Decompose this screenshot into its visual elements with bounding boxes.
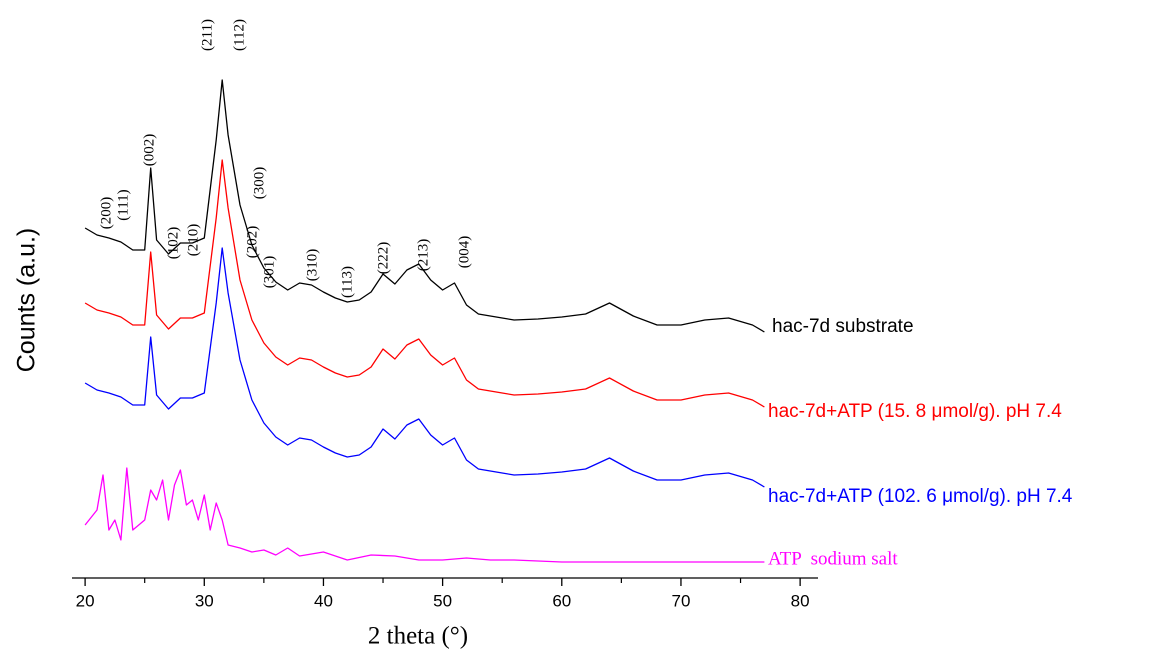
peak-annotation: (200) [98, 197, 114, 230]
y-axis-label: Counts (a.u.) [13, 228, 41, 373]
series-line [84, 159, 765, 408]
peak-annotation: (004) [456, 236, 472, 269]
peak-annotation: (102) [165, 227, 181, 260]
peak-annotation: (211) [199, 19, 215, 51]
x-tick-label: 20 [76, 591, 95, 610]
peak-annotation: (002) [141, 134, 157, 167]
x-tick-label: 80 [791, 591, 810, 610]
series-label: ATP sodium salt [768, 548, 898, 569]
series-line [84, 467, 765, 563]
peak-annotation: (213) [415, 239, 431, 272]
x-tick-label: 30 [195, 591, 214, 610]
peak-annotation: (111) [115, 189, 131, 220]
peak-annotation: (222) [375, 242, 391, 275]
series-label: hac-7d+ATP (102. 6 μmol/g). pH 7.4 [768, 486, 1073, 507]
peak-annotation: (202) [244, 226, 260, 259]
peak-annotation: (113) [339, 266, 355, 298]
series-line [84, 247, 765, 488]
peak-annotation: (210) [185, 224, 201, 257]
x-axis-label: 2 theta (°) [368, 623, 468, 650]
series-line [84, 79, 765, 333]
x-tick-label: 50 [433, 591, 452, 610]
peak-annotation: (300) [251, 167, 267, 200]
x-tick-label: 60 [552, 591, 571, 610]
peak-annotation: (301) [261, 256, 277, 289]
series-label: hac-7d+ATP (15. 8 μmol/g). pH 7.4 [768, 401, 1062, 422]
x-tick-label: 40 [314, 591, 333, 610]
series-label: hac-7d substrate [772, 316, 914, 337]
x-tick-label: 70 [671, 591, 690, 610]
peak-annotation: (310) [304, 249, 320, 282]
peak-annotation: (112) [231, 19, 247, 51]
